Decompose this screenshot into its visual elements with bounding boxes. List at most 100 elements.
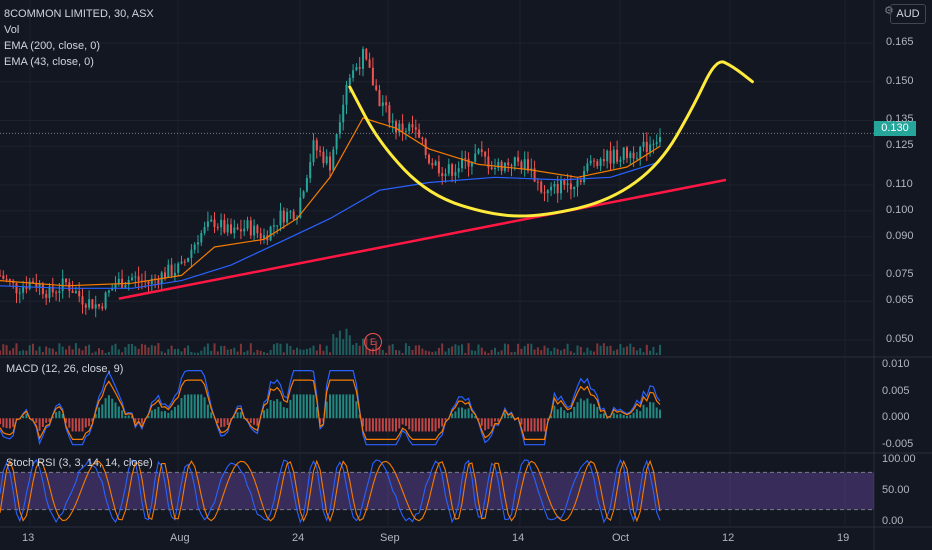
candle-body (447, 164, 450, 174)
price-tick-label: 0.075 (886, 268, 914, 281)
volume-bar (345, 328, 348, 355)
macd-histogram-bar (378, 418, 381, 432)
candle-body (150, 278, 153, 285)
candle-body (536, 181, 539, 183)
macd-histogram-bar (61, 413, 64, 419)
macd-histogram-bar (197, 394, 199, 419)
candle-body (134, 276, 137, 278)
candle-body (38, 284, 41, 288)
macd-histogram-bar (635, 409, 638, 419)
candle-body (408, 124, 411, 132)
candle-body (206, 221, 209, 227)
candle-body (2, 275, 5, 279)
candle-body (147, 281, 150, 285)
price-tick-label: 0.165 (886, 36, 914, 48)
macd-histogram-bar (206, 404, 209, 419)
macd-histogram-bar (569, 412, 572, 419)
volume-bar (649, 350, 652, 355)
volume-bar (150, 345, 153, 355)
macd-histogram-bar (434, 418, 437, 432)
macd-histogram-bar (424, 418, 427, 432)
candle-body (550, 186, 553, 191)
candle-body (593, 160, 595, 162)
candle-body (223, 219, 226, 233)
volume-bar (513, 351, 516, 355)
candle-body (368, 59, 371, 68)
macd-histogram-bar (659, 409, 661, 419)
macd-histogram-bar (107, 395, 110, 419)
volume-bar (457, 345, 460, 355)
macd-histogram-bar (154, 409, 157, 419)
macd-histogram-bar (223, 418, 226, 427)
volume-bar (467, 343, 470, 355)
volume-bar (368, 349, 371, 355)
volume-bar (635, 350, 638, 355)
volume-bar (61, 346, 64, 355)
macd-histogram-bar (520, 418, 523, 425)
volume-bar (602, 343, 605, 355)
time-tick-label: 24 (292, 532, 305, 544)
volume-bar (114, 343, 117, 355)
candle-body (157, 279, 160, 284)
macd-histogram-bar (371, 418, 374, 432)
volume-bar (0, 350, 1, 355)
earnings-event-badge[interactable]: E (364, 333, 382, 351)
volume-bar (362, 338, 364, 355)
candle-body (418, 129, 421, 138)
settings-icon[interactable]: ⚙ (884, 5, 894, 17)
volume-bar (104, 352, 107, 355)
candle-body (111, 288, 114, 291)
candle-body (635, 158, 638, 160)
volume-bar (197, 352, 199, 355)
volume-bar (474, 350, 477, 355)
macd-histogram-bar (480, 418, 483, 426)
macd-histogram-bar (619, 413, 622, 419)
candle-body (362, 48, 364, 69)
time-tick-label: 12 (722, 532, 735, 544)
candle-body (566, 183, 569, 185)
candle-body (236, 227, 239, 230)
candle-body (434, 161, 437, 166)
candle-body (319, 150, 322, 152)
last-price-tag: 0.130 (874, 121, 916, 136)
candle-body (230, 224, 232, 234)
macd-histogram-bar (474, 415, 477, 419)
macd-histogram-bar (35, 418, 38, 423)
volume-bar (8, 350, 11, 355)
macd-histogram-bar (338, 394, 341, 419)
volume-bar (121, 352, 124, 355)
candle-body (239, 229, 242, 232)
macd-histogram-bar (226, 418, 229, 426)
macd-histogram-bar (15, 418, 18, 420)
candle-body (332, 149, 335, 171)
candle-body (388, 105, 391, 123)
candle-body (68, 282, 71, 291)
volume-bar (48, 348, 51, 355)
candle-body (470, 161, 473, 167)
volume-bar (296, 347, 298, 355)
macd-histogram-bar (467, 408, 470, 419)
macd-histogram-bar (484, 418, 487, 431)
volume-bar (441, 343, 444, 355)
macd-histogram-bar (256, 418, 259, 426)
volume-bar (408, 345, 411, 355)
candle-body (358, 67, 361, 69)
macd-histogram-bar (289, 399, 292, 419)
candle-body (282, 210, 285, 223)
volume-bar (576, 345, 579, 355)
volume-bar (398, 350, 401, 355)
candle-body (210, 219, 213, 222)
volume-bar (391, 344, 394, 355)
macd-histogram-bar (345, 394, 348, 419)
macd-signal-line (0, 379, 661, 441)
macd-histogram-bar (375, 418, 378, 432)
macd-histogram-bar (395, 418, 397, 432)
macd-histogram-bar (249, 418, 252, 424)
trend-line-drawing (118, 178, 727, 300)
volume-bar (510, 352, 513, 355)
currency-button[interactable]: AUD (890, 4, 926, 24)
candle-body (652, 143, 655, 145)
volume-bar (543, 345, 546, 355)
volume-bar (596, 343, 599, 355)
